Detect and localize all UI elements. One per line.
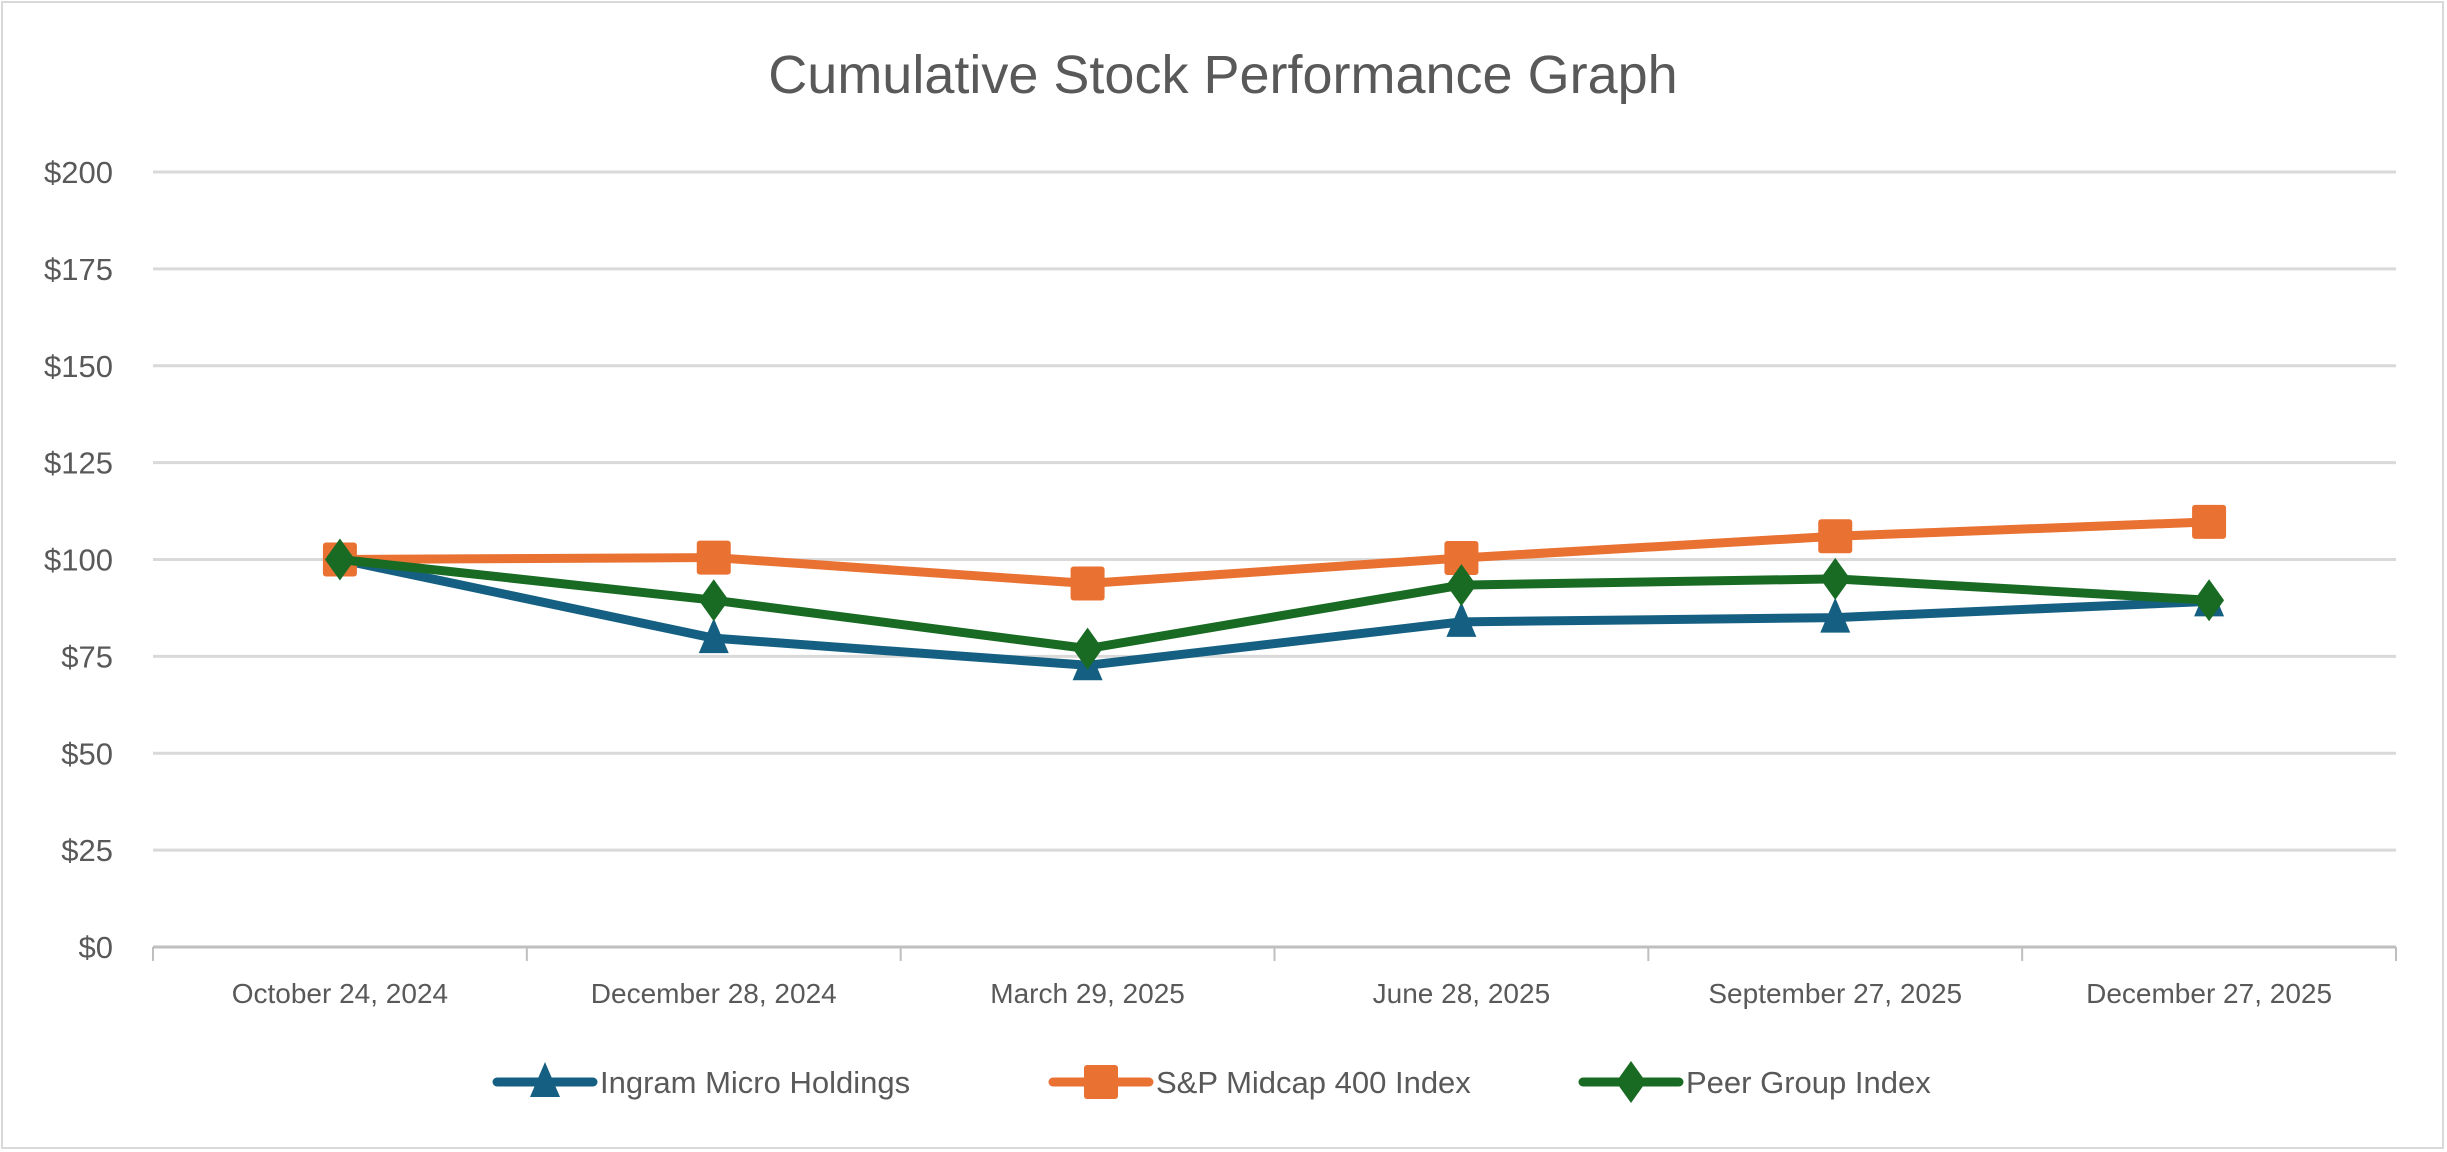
legend-item: Peer Group Index (1578, 1061, 1931, 1103)
data-point (1072, 627, 1103, 670)
y-tick-label: $125 (44, 446, 113, 481)
legend-label: Peer Group Index (1686, 1065, 1931, 1100)
y-tick-label: $25 (61, 833, 113, 868)
data-point (1444, 540, 1479, 575)
y-tick-label: $0 (79, 930, 113, 965)
legend-label: Ingram Micro Holdings (600, 1065, 910, 1100)
data-point (1446, 601, 1477, 637)
legend-label: S&P Midcap 400 Index (1156, 1065, 1471, 1100)
y-tick-label: $50 (61, 736, 113, 771)
series-line (335, 555, 2214, 670)
series-line (335, 517, 2214, 589)
x-tick-label: December 28, 2024 (591, 978, 837, 1009)
legend-marker (530, 1062, 560, 1097)
legend-item: S&P Midcap 400 Index (1048, 1065, 1471, 1100)
data-point (698, 618, 729, 654)
data-point (324, 538, 355, 581)
x-tick-label: June 28, 2025 (1373, 978, 1551, 1009)
y-tick-label: $150 (44, 349, 113, 384)
data-point (2194, 579, 2225, 622)
series-peer-group-index (324, 538, 2225, 670)
data-point (2192, 504, 2227, 539)
y-tick-label: $200 (44, 155, 113, 190)
y-tick-label: $175 (44, 252, 113, 287)
x-tick-label: December 27, 2025 (2086, 978, 2332, 1009)
data-point (1820, 597, 1851, 633)
chart-title: Cumulative Stock Performance Graph (768, 45, 1677, 105)
data-point (698, 579, 729, 622)
legend-item: Ingram Micro Holdings (492, 1062, 910, 1100)
data-point (696, 540, 731, 575)
x-tick-label: October 24, 2024 (232, 978, 448, 1009)
legend-marker (1616, 1061, 1646, 1103)
y-tick-label: $75 (61, 639, 113, 674)
x-tick-label: September 27, 2025 (1708, 978, 1962, 1009)
x-tick-label: March 29, 2025 (990, 978, 1185, 1009)
series-line (335, 555, 2214, 654)
data-point (1446, 564, 1477, 607)
data-point (1818, 519, 1853, 554)
y-tick-label: $100 (44, 543, 113, 578)
data-point (1070, 566, 1105, 601)
data-point (1820, 557, 1851, 600)
legend-marker (1084, 1065, 1118, 1099)
